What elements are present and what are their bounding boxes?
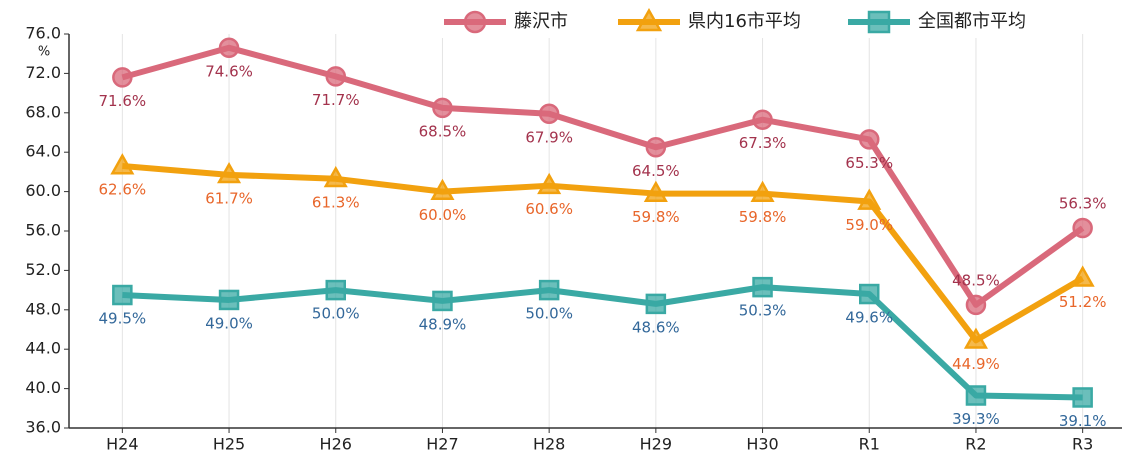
marker <box>867 10 891 34</box>
marker <box>1070 265 1095 287</box>
data-label: 44.9% <box>952 355 1000 373</box>
x-tick-label: H27 <box>426 435 458 454</box>
marker <box>110 153 135 175</box>
y-tick-label: 40.0 <box>25 378 61 397</box>
x-tick-label: R1 <box>859 435 880 454</box>
legend-label: 県内16市平均 <box>688 11 801 32</box>
series-line <box>122 284 1083 401</box>
x-tick-label: H28 <box>533 435 565 454</box>
data-label: 61.7% <box>205 189 253 207</box>
data-label: 62.6% <box>99 180 147 198</box>
legend: 藤沢市 県内16市平均 全国都市平均 <box>440 6 1076 38</box>
data-label: 56.3% <box>1059 195 1107 213</box>
data-label: 67.3% <box>739 134 787 152</box>
marker <box>112 284 133 306</box>
marker <box>218 37 240 59</box>
y-tick-label: 48.0 <box>25 299 61 318</box>
x-tick-label: H30 <box>746 435 778 454</box>
marker <box>645 293 667 315</box>
marker <box>859 283 880 305</box>
data-label: 49.6% <box>845 309 893 327</box>
data-label: 74.6% <box>205 62 253 80</box>
marker <box>752 109 773 130</box>
marker <box>859 129 880 150</box>
y-tick-label: 36.0 <box>25 418 61 437</box>
data-label: 39.1% <box>1059 412 1107 430</box>
x-tick-label: R3 <box>1072 435 1093 454</box>
marker <box>463 10 487 34</box>
marker <box>963 327 988 349</box>
marker <box>1072 387 1093 408</box>
data-label: 50.0% <box>312 305 360 323</box>
data-label: 50.0% <box>525 305 573 323</box>
data-label: 39.3% <box>952 410 1000 428</box>
x-tick-label: H24 <box>106 435 138 454</box>
legend-label: 全国都市平均 <box>918 11 1026 32</box>
marker <box>752 276 773 298</box>
y-tick-label: 56.0 <box>25 221 61 240</box>
y-tick-label: 68.0 <box>25 102 61 121</box>
marker <box>538 103 560 125</box>
marker <box>432 290 453 312</box>
data-label: 50.3% <box>739 302 787 320</box>
y-tick-label: 52.0 <box>25 260 61 279</box>
marker <box>325 66 346 87</box>
data-label: 60.0% <box>419 206 467 224</box>
marker <box>1072 217 1093 239</box>
data-label: 59.8% <box>632 208 680 226</box>
marker <box>537 172 562 195</box>
data-label: 59.8% <box>739 208 787 226</box>
data-label: 51.2% <box>1059 293 1107 311</box>
data-label: 59.0% <box>845 216 893 234</box>
y-tick-label: 64.0 <box>25 142 61 161</box>
marker <box>750 180 775 203</box>
marker <box>217 161 242 184</box>
marker <box>965 294 987 316</box>
x-tick-label: R2 <box>965 435 986 454</box>
marker <box>643 180 668 203</box>
x-tick-label: H26 <box>320 435 352 454</box>
marker <box>538 279 560 301</box>
y-axis-label: % <box>38 45 50 60</box>
marker <box>218 289 240 311</box>
marker <box>965 385 987 406</box>
series-line <box>122 163 1085 344</box>
data-label: 48.5% <box>952 271 1000 289</box>
series-line <box>121 44 1085 308</box>
y-tick-label: 72.0 <box>25 63 61 82</box>
marker <box>857 188 882 210</box>
data-label: 48.6% <box>632 318 680 336</box>
data-label: 61.3% <box>312 193 360 211</box>
data-label: 64.5% <box>632 162 680 180</box>
x-tick-label: H25 <box>213 435 245 454</box>
legend-label: 藤沢市 <box>514 11 568 32</box>
y-tick-label: 60.0 <box>25 181 61 200</box>
y-tick-label: 76.0 <box>25 24 61 43</box>
marker <box>432 97 453 119</box>
marker <box>645 137 667 158</box>
data-label: 65.3% <box>845 154 893 172</box>
marker <box>112 67 133 88</box>
data-label: 60.6% <box>525 200 573 218</box>
data-label: 49.0% <box>205 314 253 332</box>
marker <box>430 178 455 201</box>
marker <box>635 7 663 32</box>
data-label: 48.9% <box>419 315 467 333</box>
marker <box>325 279 346 301</box>
data-label: 67.9% <box>525 128 573 146</box>
data-label: 68.5% <box>419 122 467 140</box>
x-tick-label: H29 <box>640 435 672 454</box>
data-label: 49.5% <box>99 310 147 328</box>
data-label: 71.7% <box>312 91 360 109</box>
data-label: 71.6% <box>99 92 147 110</box>
y-tick-label: 44.0 <box>25 339 61 358</box>
marker <box>323 165 348 188</box>
